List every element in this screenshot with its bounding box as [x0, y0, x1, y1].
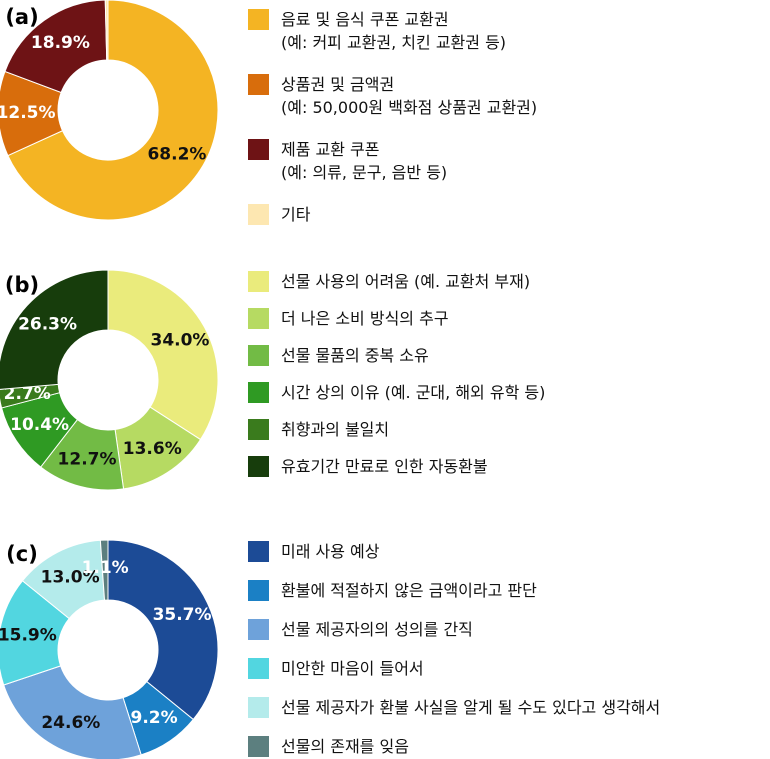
charts: 68.2% 12.5% 18.9% (a) 34.0% 13.6% 12.7% 10.4% 2.…: [0, 0, 219, 759]
legend-swatch: [248, 456, 269, 477]
legend-label: 유효기간 만료로 인한 자동환불: [281, 457, 488, 476]
value-label: 9.2%: [131, 708, 178, 728]
legend-label: 취향과의 불일치: [281, 420, 390, 439]
legend-item: 상품권 및 금액권 (예: 50,000원 백화점 상품권 교환권): [248, 73, 537, 119]
legend-label: 제품 교환 쿠폰 (예: 의류, 문구, 음반 등): [281, 140, 448, 182]
legend-label: 더 나은 소비 방식의 추구: [281, 309, 449, 328]
legend-swatch: [248, 308, 269, 329]
value-label: 12.7%: [58, 449, 117, 469]
legend-label: 음료 및 음식 쿠폰 교환권 (예: 커피 교환권, 치킨 교환권 등): [281, 10, 507, 52]
legend-item: 선물 제공자의의 성의를 간직: [248, 618, 660, 641]
legend: 음료 및 음식 쿠폰 교환권 (예: 커피 교환권, 치킨 교환권 등) 상품권 …: [248, 8, 537, 226]
legend-label: 기타: [281, 205, 311, 224]
legend-item: 선물 물품의 중복 소유: [248, 344, 545, 367]
value-label: 12.5%: [0, 103, 56, 123]
legend-item: 시간 상의 이유 (예. 군대, 해외 유학 등): [248, 381, 545, 404]
value-label: 13.6%: [123, 439, 182, 459]
legend-item: 더 나은 소비 방식의 추구: [248, 307, 545, 330]
legend-item: 음료 및 음식 쿠폰 교환권 (예: 커피 교환권, 치킨 교환권 등): [248, 8, 537, 54]
legend-item: 미래 사용 예상: [248, 540, 660, 563]
legend-swatch: [248, 580, 269, 601]
legend-swatch: [248, 345, 269, 366]
donut-segment: [104, 0, 109, 61]
legend-item: 선물 사용의 어려움 (예. 교환처 부재): [248, 270, 545, 293]
value-label: 15.9%: [0, 625, 57, 645]
legend-swatch: [248, 382, 269, 403]
donut-segment: [99, 539, 109, 601]
legend-swatch: [248, 541, 269, 562]
panel-label: (c): [6, 542, 38, 566]
value-label: 1.1%: [82, 558, 129, 578]
value-label: 35.7%: [153, 605, 212, 625]
legend-swatch: [248, 74, 269, 95]
legend-swatch: [248, 736, 269, 757]
panel-label: (a): [5, 5, 38, 29]
legend-label: 선물의 존재를 잊음: [281, 737, 409, 756]
legend-item: 제품 교환 쿠폰 (예: 의류, 문구, 음반 등): [248, 138, 537, 184]
value-label: 34.0%: [150, 331, 209, 351]
donut-segment: [107, 269, 219, 441]
legend-swatch: [248, 697, 269, 718]
panel-label: (b): [5, 273, 39, 297]
legend-swatch: [248, 419, 269, 440]
legend-label: 미안한 마음이 들어서: [281, 659, 424, 678]
value-label: 18.9%: [31, 33, 90, 53]
donut-segment: [107, 539, 219, 721]
value-label: 68.2%: [147, 144, 206, 164]
legend-label: 선물 물품의 중복 소유: [281, 346, 429, 365]
legend-label: 선물 제공자의의 성의를 간직: [281, 620, 473, 639]
legend-item: 환불에 적절하지 않은 금액이라고 판단: [248, 579, 660, 602]
legend-swatch: [248, 139, 269, 160]
legend-item: 유효기간 만료로 인한 자동환불: [248, 455, 545, 478]
value-label: 2.7%: [4, 384, 51, 404]
value-label: 13.0%: [41, 567, 100, 587]
legend-label: 상품권 및 금액권 (예: 50,000원 백화점 상품권 교환권): [281, 75, 538, 117]
value-label: 26.3%: [18, 315, 77, 335]
value-label: 24.6%: [41, 713, 100, 733]
legend-label: 선물 제공자가 환불 사실을 알게 될 수도 있다고 생각해서: [281, 698, 661, 717]
legend-item: 선물의 존재를 잊음: [248, 735, 660, 758]
legend-label: 미래 사용 예상: [281, 542, 380, 561]
legend-item: 취향과의 불일치: [248, 418, 545, 441]
donut-segment: [0, 269, 109, 390]
legend-swatch: [248, 619, 269, 640]
legend-label: 시간 상의 이유 (예. 군대, 해외 유학 등): [281, 383, 546, 402]
legend-label: 환불에 적절하지 않은 금액이라고 판단: [281, 581, 537, 600]
legend-item: 미안한 마음이 들어서: [248, 657, 660, 680]
legend-item: 기타: [248, 203, 537, 226]
legend-swatch: [248, 658, 269, 679]
legend-swatch: [248, 9, 269, 30]
legend-label: 선물 사용의 어려움 (예. 교환처 부재): [281, 272, 531, 291]
legend-swatch: [248, 271, 269, 292]
legend-swatch: [248, 204, 269, 225]
legend-item: 선물 제공자가 환불 사실을 알게 될 수도 있다고 생각해서: [248, 696, 660, 719]
donut-segment: [7, 0, 219, 221]
value-label: 10.4%: [10, 415, 69, 435]
